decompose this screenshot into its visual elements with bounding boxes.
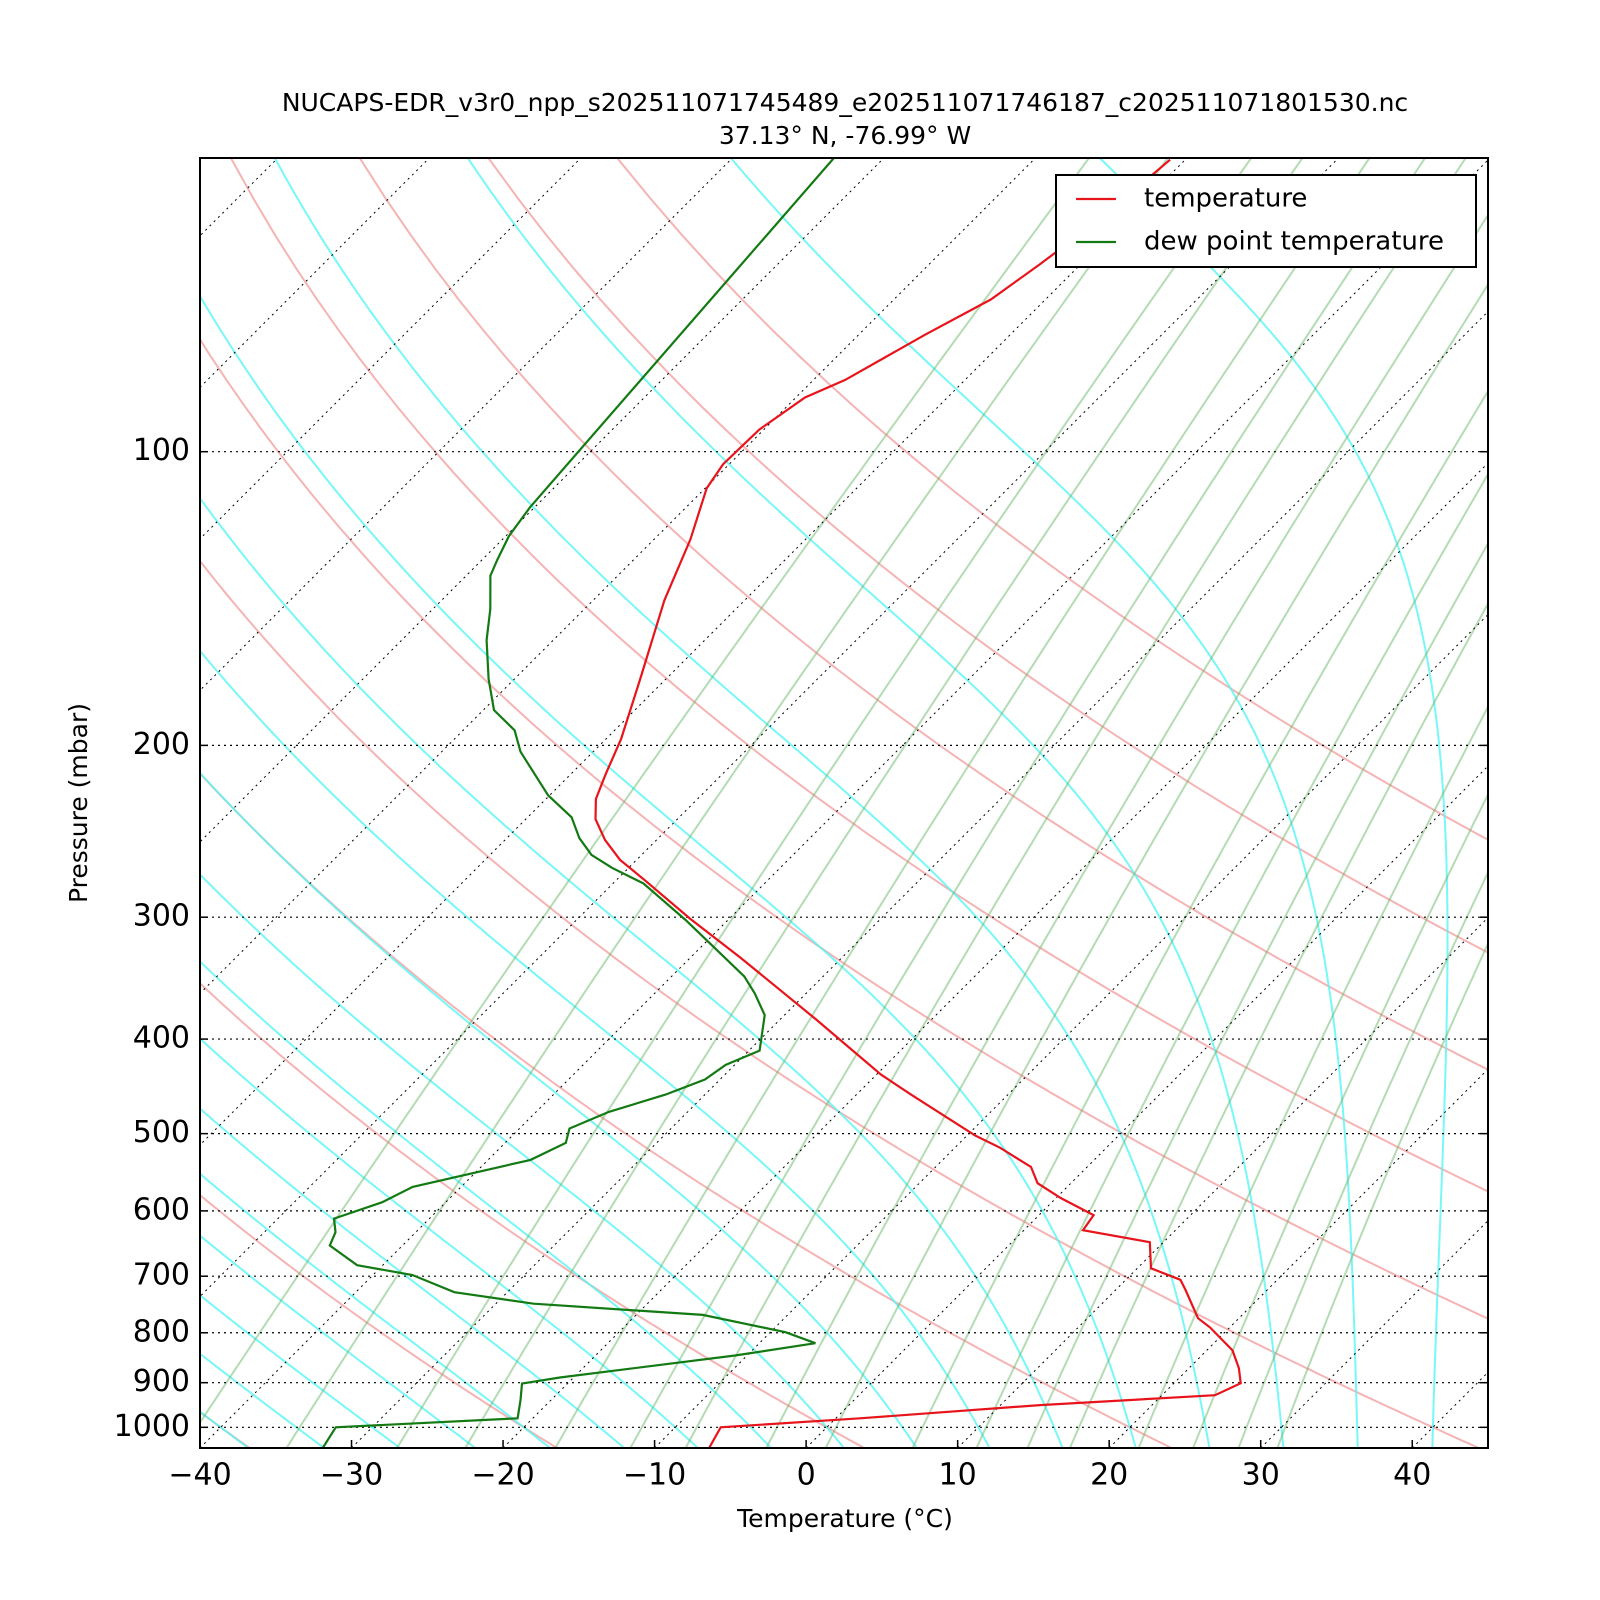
data-lines [321, 158, 1242, 1448]
mixing-ratio-line [285, 158, 1169, 1448]
y-tick-label: 900 [133, 1364, 190, 1399]
profile-line [594, 158, 1242, 1448]
moist-adiabat [730, 158, 1359, 1448]
x-axis-label: Temperature (°C) [736, 1504, 953, 1533]
dry-adiabat [200, 981, 865, 1448]
x-tick-label: −20 [471, 1458, 534, 1493]
moist-adiabat [200, 1234, 476, 1448]
y-tick-label: 100 [133, 433, 190, 468]
moist-adiabat [200, 872, 845, 1448]
dry-adiabat [200, 559, 1480, 1448]
isotherm [502, 462, 1488, 1448]
chart-subtitle: 37.13° N, -76.99° W [719, 121, 971, 150]
mixing-ratio-line [765, 213, 1488, 1448]
mixing-ratio-line [629, 158, 1426, 1448]
isotherm [200, 159, 1488, 1448]
mixing-ratio-line [200, 158, 1090, 1425]
mixing-ratio-line [1237, 870, 1488, 1448]
isotherm [200, 158, 1188, 1146]
y-tick-label: 800 [133, 1314, 190, 1349]
y-axis-label: Pressure (mbar) [64, 703, 93, 903]
moist-adiabat [200, 294, 1137, 1448]
legend-box [1055, 174, 1477, 268]
x-tick-label: 20 [1090, 1458, 1128, 1493]
isotherm [351, 310, 1488, 1448]
x-tick-label: 30 [1242, 1458, 1280, 1493]
mixing-ratio-line [1026, 541, 1488, 1448]
x-tick-label: 40 [1393, 1458, 1431, 1493]
mixing-ratio-line [1068, 601, 1488, 1448]
dry-adiabat [487, 158, 1488, 954]
y-tick-label: 200 [133, 727, 190, 762]
y-tick-label: 300 [133, 899, 190, 934]
moist-adiabat [200, 1293, 401, 1448]
legend-label: temperature [1144, 184, 1307, 214]
y-tick-label: 500 [133, 1115, 190, 1150]
isotherm [200, 158, 1036, 995]
isotherm [200, 158, 885, 843]
mixing-ratio-line [1137, 704, 1488, 1448]
legend-label: dew point temperature [1144, 227, 1444, 257]
plot-frame [199, 157, 1489, 1449]
mixing-ratio-line [1276, 941, 1488, 1448]
mixing-ratio-line [911, 389, 1488, 1448]
dry-adiabat [616, 158, 1488, 841]
mixing-ratio-line [824, 282, 1488, 1448]
moist-adiabat [466, 158, 1285, 1448]
moist-adiabat [200, 960, 772, 1448]
x-tick-label: −40 [168, 1458, 231, 1493]
moist-adiabat [1099, 158, 1449, 1448]
moist-adiabat [273, 158, 1211, 1448]
profile-line [321, 158, 835, 1448]
isotherm [654, 613, 1488, 1448]
reference-lines [200, 158, 1488, 1448]
mixing-ratio-line [396, 158, 1253, 1448]
dry-adiabat [200, 337, 1488, 1320]
y-tick-label: 700 [133, 1258, 190, 1293]
x-tick-label: 10 [939, 1458, 977, 1493]
legend: temperature dew point temperature [1055, 174, 1477, 268]
moist-adiabat [200, 1037, 699, 1448]
mixing-ratio-line [975, 472, 1488, 1448]
x-tick-label: −10 [623, 1458, 686, 1493]
grid [200, 451, 1488, 1428]
y-tick-label: 400 [133, 1021, 190, 1056]
x-tick-label: −30 [320, 1458, 383, 1493]
moist-adiabat [200, 1352, 325, 1448]
moist-adiabat [200, 1107, 625, 1448]
x-tick-label: 0 [797, 1458, 816, 1493]
mixing-ratio-line [1192, 792, 1488, 1448]
mixing-ratio-line [684, 158, 1467, 1448]
y-tick-label: 1000 [114, 1409, 190, 1444]
mixing-ratio-line [554, 158, 1371, 1448]
isotherm [200, 158, 1339, 1298]
isotherm [805, 765, 1488, 1448]
y-tick-label: 600 [133, 1192, 190, 1227]
dry-adiabat [230, 158, 1488, 1193]
mixing-ratio-line [464, 158, 1304, 1448]
dry-adiabat [358, 158, 1488, 1071]
chart-title: NUCAPS-EDR_v3r0_npp_s202511071745489_e20… [282, 88, 1408, 117]
